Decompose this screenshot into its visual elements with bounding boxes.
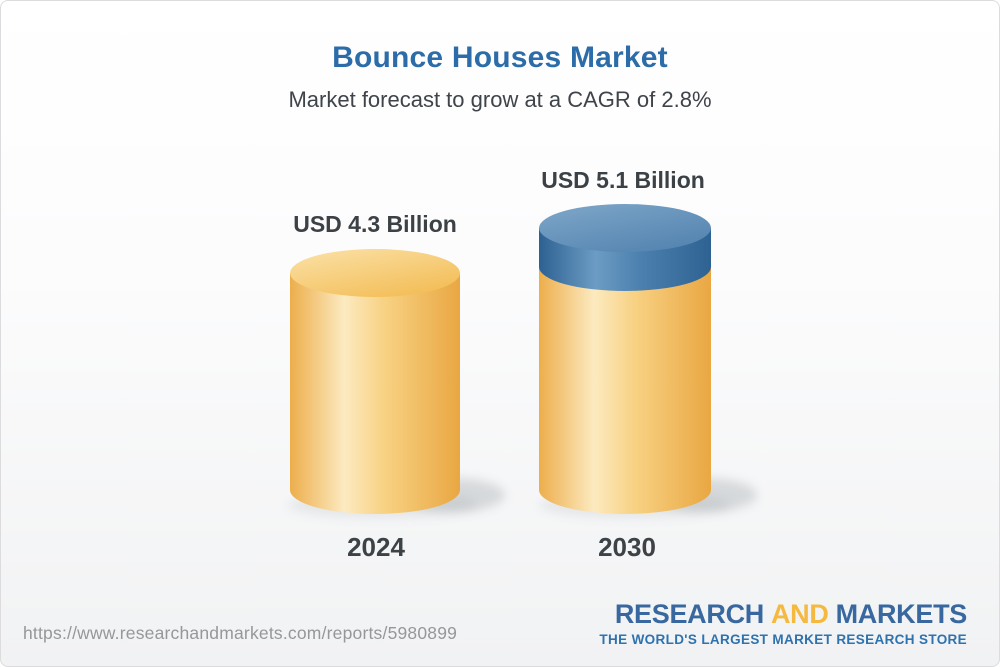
report-url: https://www.researchandmarkets.com/repor… [23,623,458,643]
bar-2024-cylinder [290,249,460,514]
bar-2024-top [290,249,460,297]
chart-title: Bounce Houses Market [332,41,668,74]
logo-wordmark: RESEARCH AND MARKETS [599,601,967,628]
logo-tagline: THE WORLD'S LARGEST MARKET RESEARCH STOR… [599,632,967,647]
logo-word-research: RESEARCH [614,599,764,629]
logo-word-markets: MARKETS [835,599,968,629]
logo-word-and: AND [770,599,829,629]
category-label-2024: 2024 [347,532,405,562]
category-label-2030: 2030 [598,532,656,562]
bar-2030-blue-segment-top [539,204,711,252]
research-and-markets-logo: RESEARCH AND MARKETS THE WORLD'S LARGEST M… [599,601,967,648]
bar-2024-side [290,273,460,514]
chart-subtitle: Market forecast to grow at a CAGR of 2.8… [288,87,712,112]
bar-2030-cylinder [539,204,711,514]
value-label-2024: USD 4.3 Billion [293,211,457,237]
value-label-2030: USD 5.1 Billion [541,167,705,193]
bar-2030-gold-side [539,267,711,514]
